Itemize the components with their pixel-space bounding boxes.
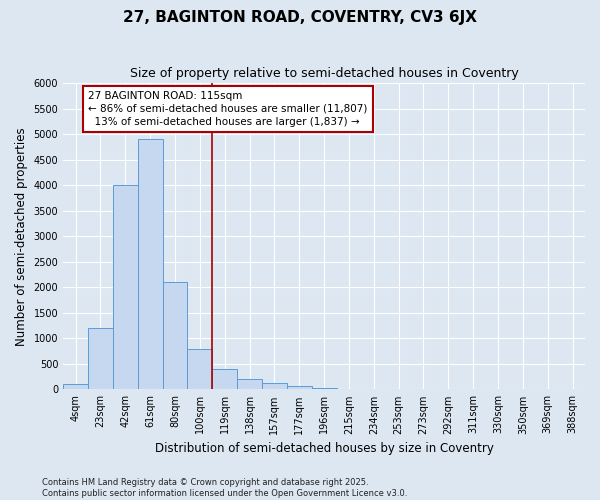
Text: 27, BAGINTON ROAD, COVENTRY, CV3 6JX: 27, BAGINTON ROAD, COVENTRY, CV3 6JX xyxy=(123,10,477,25)
Title: Size of property relative to semi-detached houses in Coventry: Size of property relative to semi-detach… xyxy=(130,68,518,80)
Bar xyxy=(63,384,88,390)
X-axis label: Distribution of semi-detached houses by size in Coventry: Distribution of semi-detached houses by … xyxy=(155,442,494,455)
Bar xyxy=(287,386,311,390)
Bar xyxy=(212,369,237,390)
Bar xyxy=(113,185,138,390)
Bar xyxy=(237,379,262,390)
Bar xyxy=(138,139,163,390)
Text: Contains HM Land Registry data © Crown copyright and database right 2025.
Contai: Contains HM Land Registry data © Crown c… xyxy=(42,478,407,498)
Text: 27 BAGINTON ROAD: 115sqm
← 86% of semi-detached houses are smaller (11,807)
  13: 27 BAGINTON ROAD: 115sqm ← 86% of semi-d… xyxy=(88,90,367,127)
Bar xyxy=(88,328,113,390)
Bar xyxy=(262,383,287,390)
Bar xyxy=(163,282,187,390)
Y-axis label: Number of semi-detached properties: Number of semi-detached properties xyxy=(15,127,28,346)
Bar xyxy=(311,388,337,390)
Bar xyxy=(187,348,212,390)
